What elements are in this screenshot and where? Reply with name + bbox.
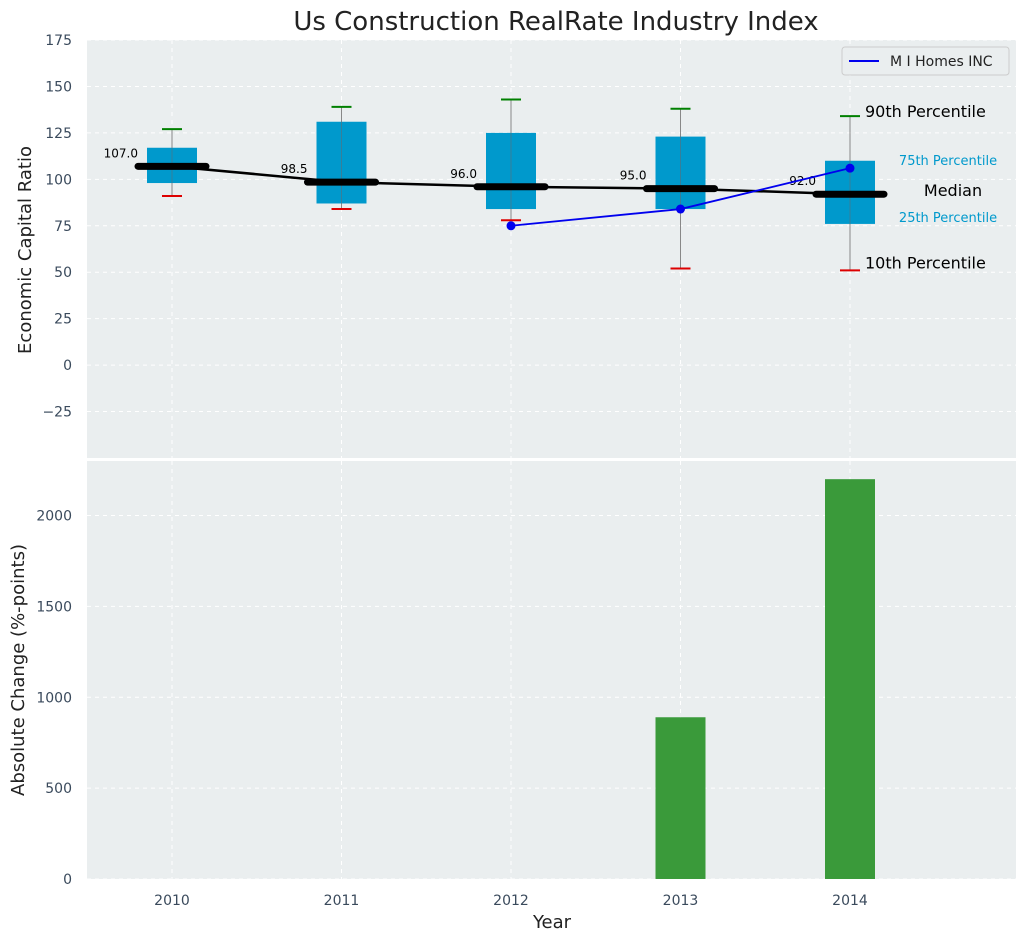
annotation-p25: 25th Percentile	[899, 211, 997, 226]
y-tick-label: 0	[63, 358, 72, 374]
change-bar	[655, 717, 706, 879]
y-tick-label: −25	[42, 405, 72, 421]
y-tick-label: 2000	[36, 509, 72, 525]
y-tick-label: 175	[45, 33, 72, 49]
company-point	[676, 204, 685, 214]
y-tick-label: 125	[45, 126, 72, 142]
chart-title: Us Construction RealRate Industry Index	[293, 7, 818, 37]
median-trend: 107.098.5 96.0 95.0 92.0	[104, 146, 888, 198]
box-plot-y-axis-label: Economic Capital Ratio	[15, 146, 36, 354]
x-tick-label: 2014	[832, 893, 868, 909]
bar-chart-bars	[655, 479, 875, 879]
y-tick-label: 100	[45, 172, 72, 188]
company-point	[845, 163, 855, 173]
y-tick-label: 25	[54, 312, 72, 328]
x-tick-label: 2013	[663, 893, 699, 909]
legend-label: M I Homes INC	[890, 54, 993, 70]
x-tick-label: 2011	[324, 893, 360, 909]
y-tick-label: 150	[45, 79, 72, 95]
bar-chart-y-axis-label: Absolute Change (%-points)	[8, 544, 29, 796]
y-tick-label: 75	[54, 219, 72, 235]
annotation-p90: 90th Percentile	[865, 102, 986, 121]
bar-chart-background	[87, 461, 1016, 879]
box-plot-y-ticks: −25 0 25 50 75 100 125 150 175	[42, 33, 72, 421]
percentile-annotations: 90th Percentile 75th Percentile Median 25th…	[865, 102, 997, 272]
x-axis-ticks: 2010 2011 2012 2013 2014	[154, 893, 868, 909]
x-axis-label: Year	[532, 912, 572, 933]
y-tick-label: 500	[45, 781, 72, 797]
bar-chart-y-ticks: 0 500 1000 1500 2000	[36, 509, 72, 888]
company-point	[506, 221, 516, 231]
annotation-p75: 75th Percentile	[899, 154, 997, 169]
x-tick-label: 2010	[154, 893, 190, 909]
x-tick-label: 2012	[493, 893, 529, 909]
y-tick-label: 0	[63, 872, 72, 888]
median-value-label: 98.5	[281, 162, 308, 176]
annotation-p10: 10th Percentile	[865, 253, 986, 272]
bar-chart-panel: 0 500 1000 1500 2000 2010 2011 2012 2013 2014 Ab…	[8, 461, 1016, 933]
y-tick-label: 1000	[36, 690, 72, 706]
box-plot-panel: 107.098.5 96.0 95.0 92.0 −25025507510012515…	[15, 33, 1016, 458]
median-value-label: 107.0	[104, 146, 138, 160]
legend-frame	[841, 46, 1010, 76]
annotation-median: Median	[924, 181, 982, 200]
legend: M I Homes INC	[841, 46, 1010, 76]
y-tick-label: 50	[54, 265, 72, 281]
company-series	[506, 163, 855, 231]
y-tick-label: 1500	[36, 599, 72, 615]
change-bar	[825, 479, 875, 879]
box-plot-background	[87, 40, 1016, 458]
median-value-label: 96.0	[450, 167, 477, 181]
median-value-label: 95.0	[620, 169, 647, 183]
